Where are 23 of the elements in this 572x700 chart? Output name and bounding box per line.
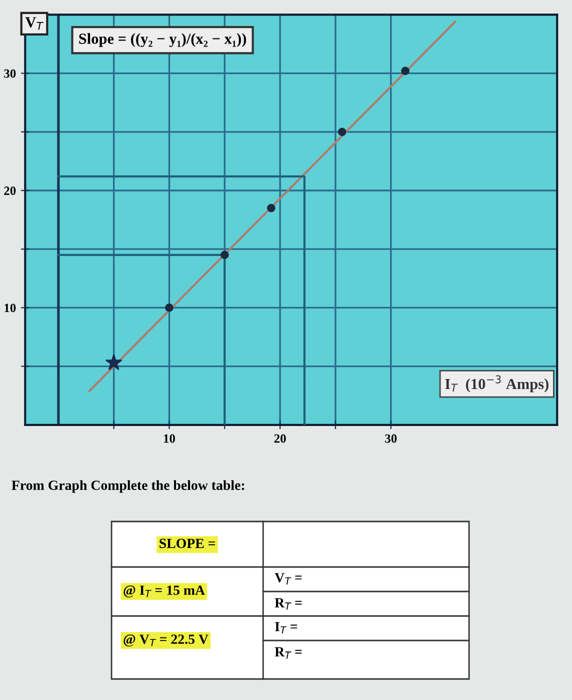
text: R$_{T}$ = <box>274 598 302 610</box>
x-tick-label: 20 <box>274 434 286 443</box>
x-tick-label: 30 <box>385 434 397 443</box>
point <box>220 250 229 260</box>
text: @ V$_{T}$ = 22.5 V <box>124 634 208 646</box>
text: R$_{T}$ = <box>274 647 302 659</box>
text: V$_{T}$ = <box>274 573 302 584</box>
annotation: Slope = ((y₂ − y₁)/(x₂ − x₁)) <box>79 33 246 48</box>
text: From Graph Complete the below table: <box>12 480 244 493</box>
text: I$_{T}$ = <box>275 622 298 634</box>
text: SLOPE = <box>160 538 216 548</box>
x-axis-title: I$_{T}$ (10$^{−3}$ Amps) <box>445 375 548 392</box>
point <box>267 204 276 212</box>
point <box>165 304 174 312</box>
y-axis-title: V$_{T}$ <box>25 17 44 30</box>
y-tick-label: 10 <box>4 304 16 312</box>
x-tick-label: 10 <box>164 434 176 443</box>
y-tick-label: 20 <box>4 186 16 195</box>
point <box>338 128 346 136</box>
y-tick-label: 30 <box>4 69 16 78</box>
point <box>106 354 122 370</box>
text: @ I$_{T}$ = 15 mA <box>124 586 205 598</box>
point <box>401 66 410 76</box>
